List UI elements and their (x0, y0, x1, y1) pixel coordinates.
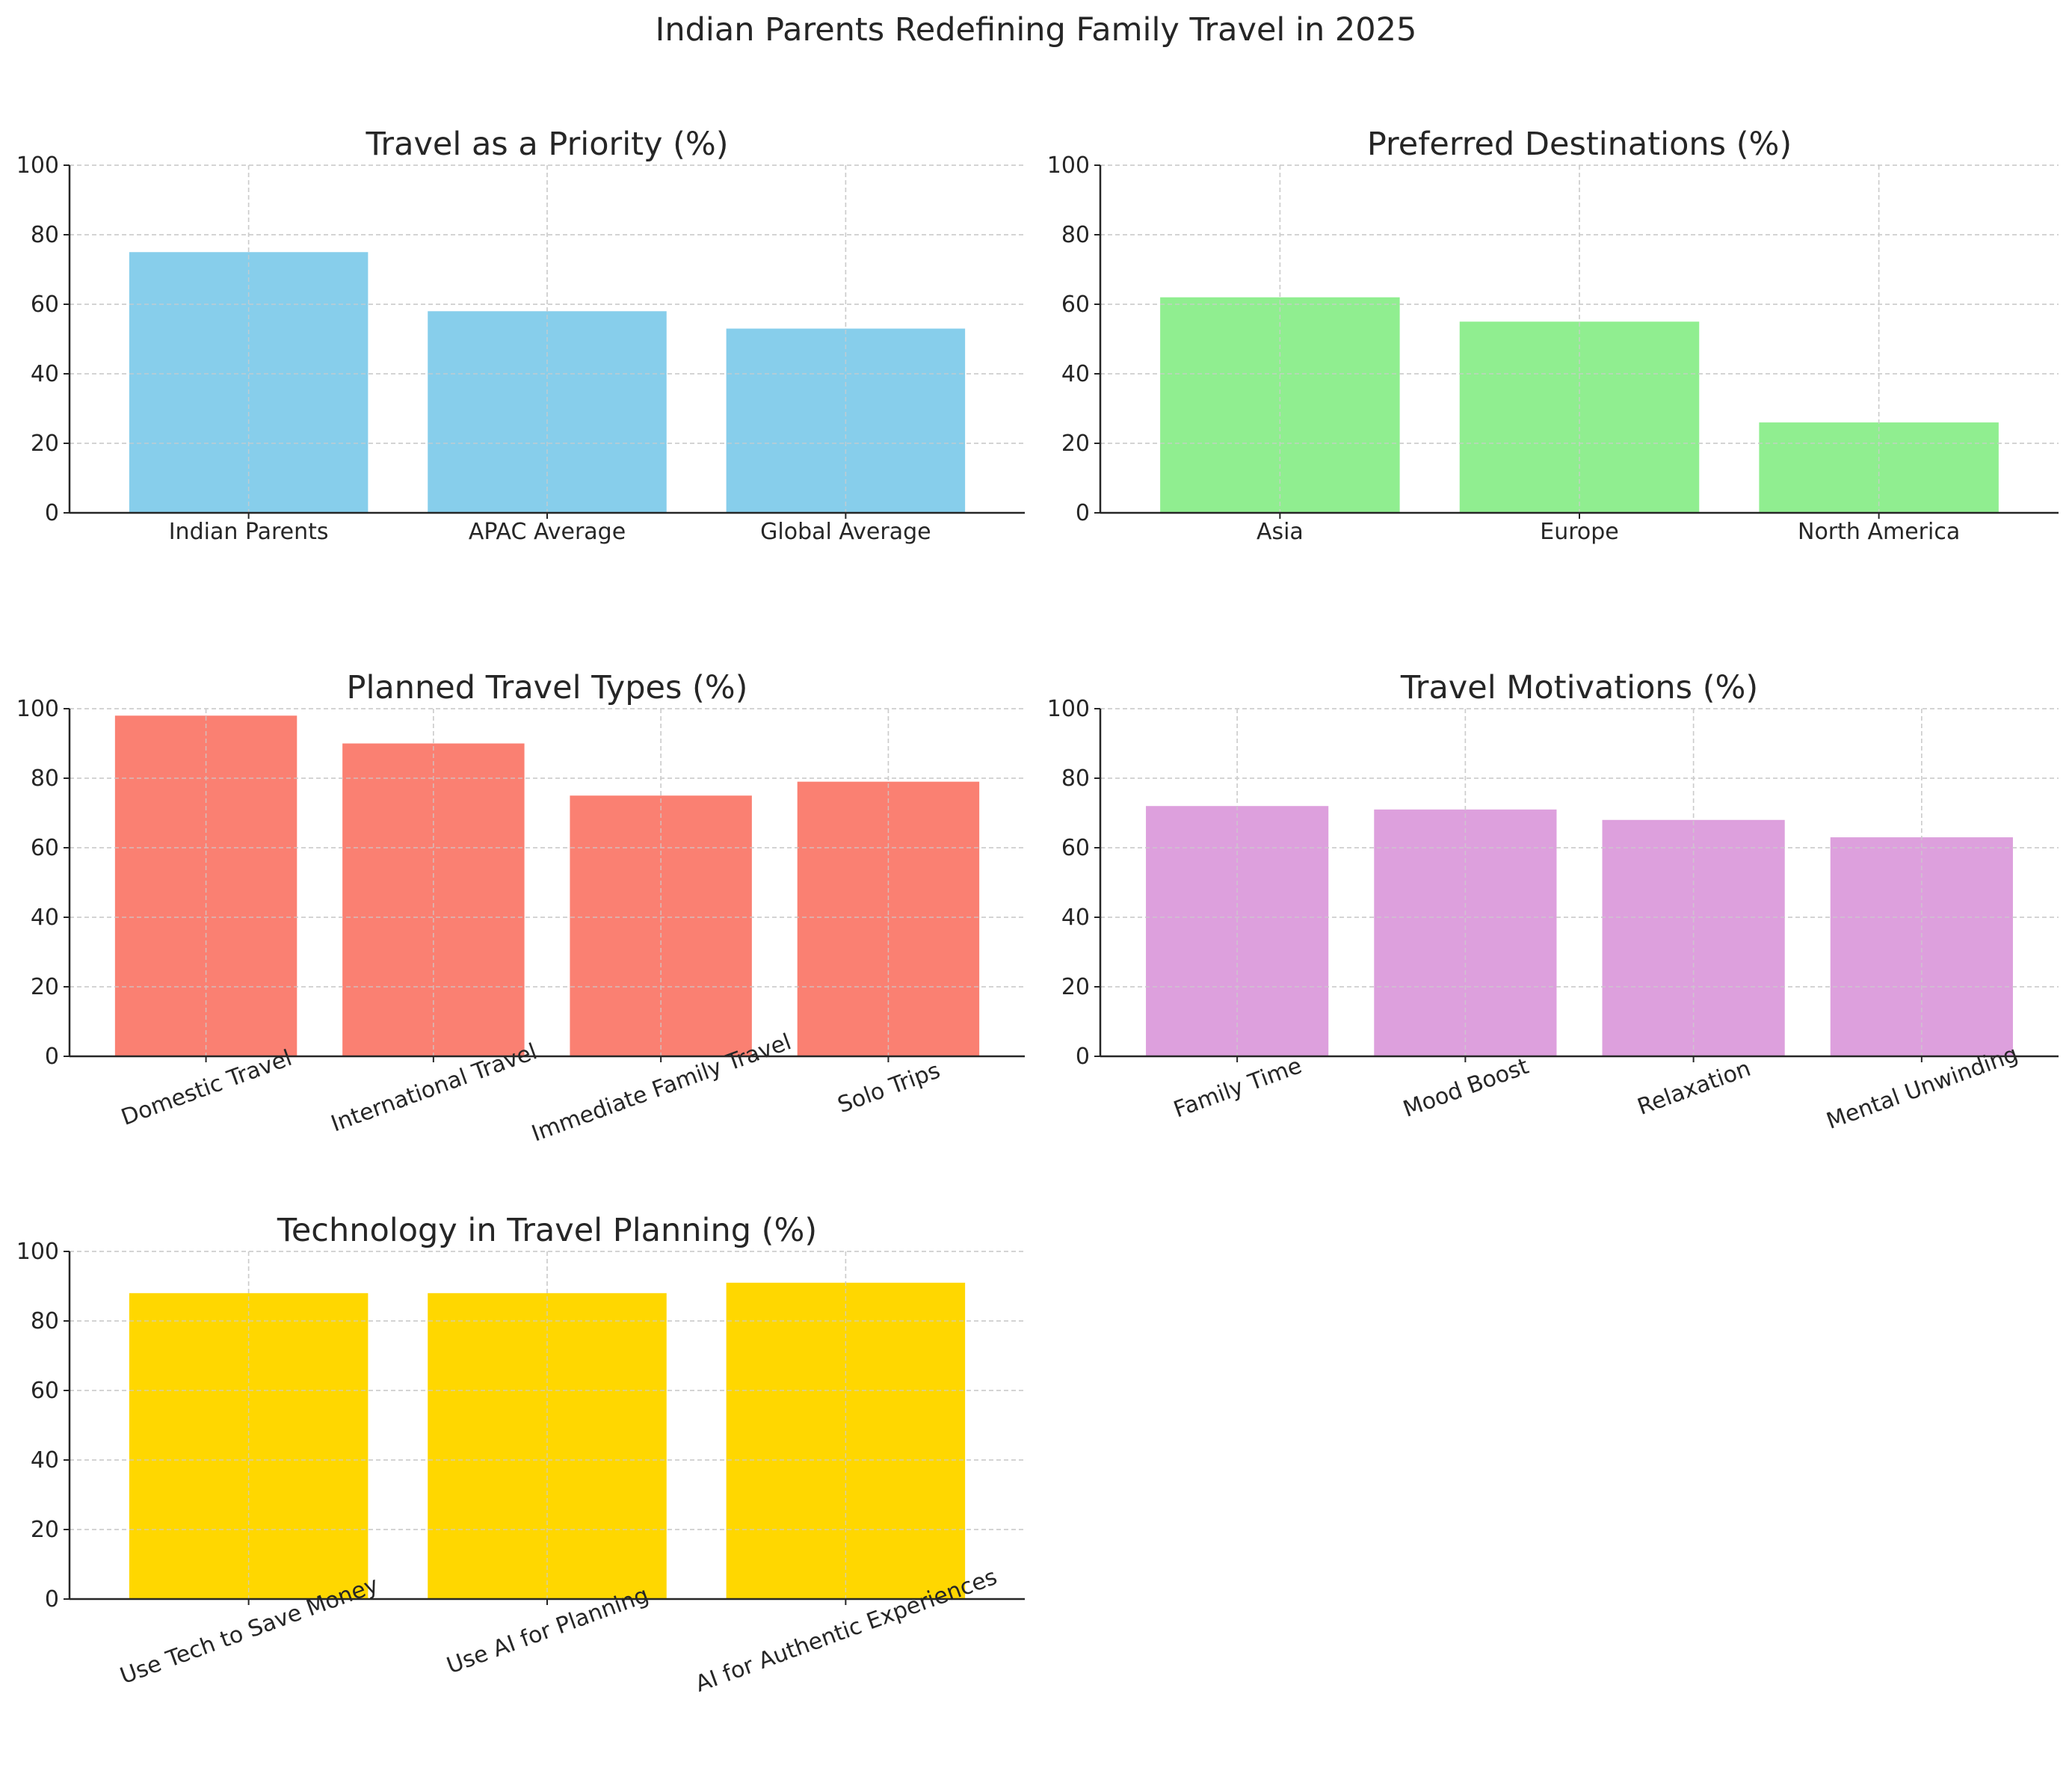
chart-panel-2: 0 20 40 60 80 100 Asia Europe North America Prefe… (1047, 126, 2059, 545)
x-tick-label: Europe (1540, 519, 1619, 545)
x-tick-label: Solo Trips (834, 1057, 943, 1118)
y-tick-label: 80 (31, 766, 59, 792)
y-tick-label: 40 (31, 361, 59, 387)
chart-title: Technology in Travel Planning (%) (277, 1212, 817, 1249)
y-tick-label: 60 (31, 1378, 59, 1404)
y-tick-label: 60 (1061, 835, 1090, 861)
y-tick-label: 0 (45, 500, 59, 526)
y-tick-label: 40 (1061, 361, 1090, 387)
chart-title: Travel as a Priority (%) (365, 126, 728, 163)
bar-relaxation (1602, 819, 1785, 1056)
y-tick-label: 100 (16, 1239, 59, 1265)
y-tick-label: 0 (45, 1586, 59, 1612)
x-tick-label: Indian Parents (169, 519, 329, 545)
y-tick-label: 20 (31, 431, 59, 457)
y-tick-label: 0 (45, 1044, 59, 1070)
y-tick-label: 60 (31, 835, 59, 861)
x-tick-label: APAC Average (469, 519, 626, 545)
x-tick-label: Asia (1257, 519, 1304, 545)
bar-domestic-travel (114, 715, 297, 1056)
x-tick-label: Relaxation (1634, 1056, 1754, 1121)
y-tick-label: 100 (1047, 153, 1090, 179)
y-tick-label: 100 (16, 696, 59, 722)
y-tick-label: 40 (31, 905, 59, 931)
chart-title: Preferred Destinations (%) (1367, 126, 1792, 163)
y-tick-label: 80 (1061, 766, 1090, 792)
y-tick-label: 20 (31, 974, 59, 1000)
y-tick-label: 100 (1047, 696, 1090, 722)
y-tick-label: 40 (31, 1447, 59, 1473)
y-tick-label: 100 (16, 153, 59, 179)
x-tick-label: Global Average (760, 519, 931, 545)
chart-title: Travel Motivations (%) (1400, 669, 1758, 706)
y-tick-label: 0 (1076, 500, 1090, 526)
chart-panel-4: 0 20 40 60 80 100 Family Time Mood Boost Relaxat… (1047, 669, 2059, 1135)
x-tick-label: Mood Boost (1400, 1053, 1532, 1123)
y-tick-label: 80 (31, 222, 59, 248)
y-tick-label: 20 (1061, 974, 1090, 1000)
y-tick-label: 0 (1076, 1044, 1090, 1070)
x-tick-label: Family Time (1171, 1053, 1306, 1123)
y-tick-label: 80 (1061, 222, 1090, 248)
bar-europe (1459, 321, 1700, 513)
y-tick-label: 60 (1061, 292, 1090, 318)
y-tick-label: 80 (31, 1308, 59, 1334)
chart-panel-1: 0 20 40 60 80 100 Indian Parents APAC Average Gl… (16, 126, 1025, 545)
chart-title: Planned Travel Types (%) (347, 669, 748, 706)
y-tick-label: 20 (1061, 431, 1090, 457)
x-tick-label: North America (1798, 519, 1960, 545)
y-tick-label: 40 (1061, 905, 1090, 931)
figure-title: Indian Parents Redefining Family Travel … (655, 11, 1417, 49)
bar-mood-boost (1374, 809, 1557, 1056)
y-tick-label: 20 (31, 1517, 59, 1543)
y-tick-label: 60 (31, 292, 59, 318)
